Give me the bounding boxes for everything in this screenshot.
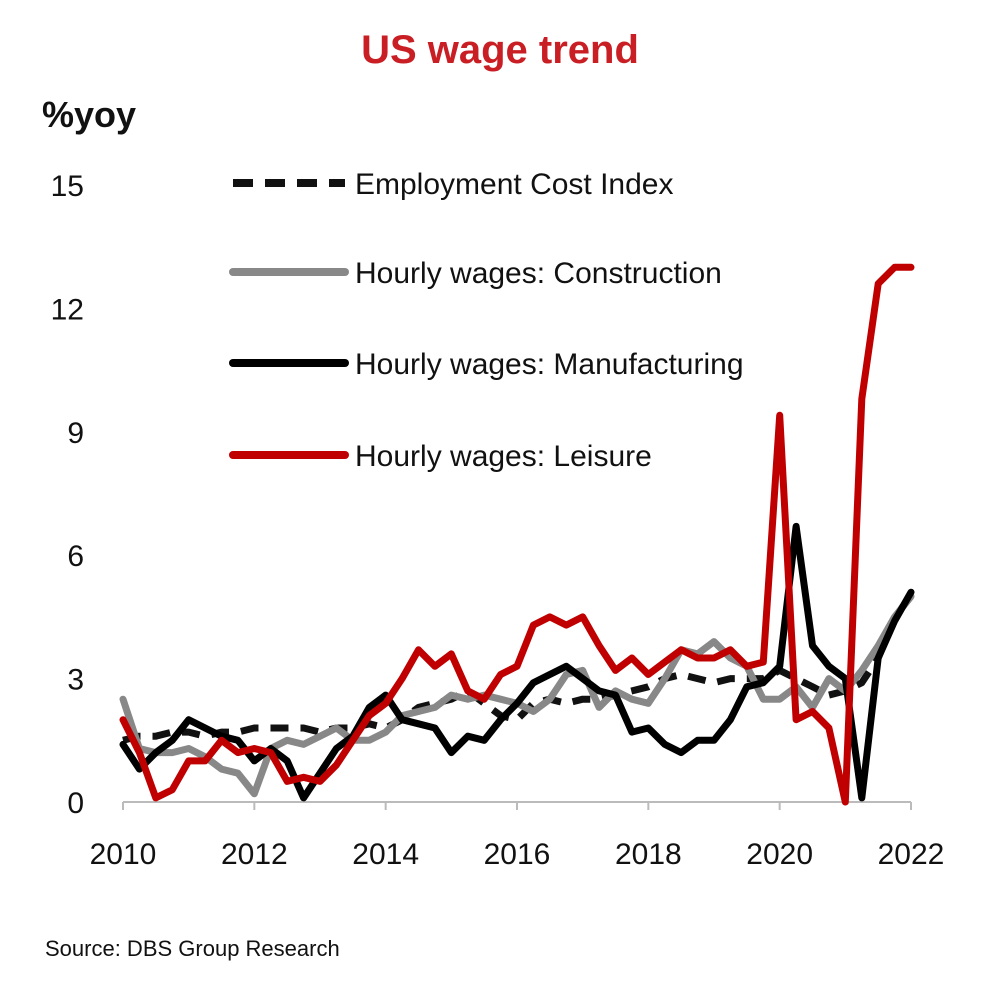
y-tick-label: 12	[51, 293, 84, 326]
chart-legend: Employment Cost Index Hourly wages: Const…	[229, 168, 744, 473]
legend-label: Hourly wages: Construction	[355, 257, 722, 290]
y-tick-label: 0	[67, 787, 84, 820]
x-tick-label: 2022	[878, 838, 945, 871]
series-line-hourly-wages-leisure	[119, 263, 915, 806]
y-axis-unit-label: %yoy	[42, 94, 137, 135]
y-tick-label: 3	[67, 664, 84, 697]
y-tick-label: 15	[51, 170, 84, 203]
chart-axes: 0 3 6 9 12 15 2010 2012 2014 2016 2018 2020 2022	[51, 170, 945, 871]
x-tick-label: 2010	[90, 838, 157, 871]
x-tick-label: 2018	[615, 838, 682, 871]
legend-label: Hourly wages: Leisure	[355, 440, 652, 473]
y-tick-label: 6	[67, 540, 84, 573]
chart-title: US wage trend	[361, 28, 639, 72]
chart-series-lines	[119, 263, 915, 806]
x-tick-label: 2020	[746, 838, 813, 871]
x-tick-label: 2016	[484, 838, 551, 871]
series-line-hourly-wages-manufacturing	[119, 522, 915, 802]
x-tick-label: 2014	[352, 838, 419, 871]
y-tick-label: 9	[67, 417, 84, 450]
x-tick-label: 2012	[221, 838, 288, 871]
legend-label: Employment Cost Index	[355, 168, 673, 201]
legend-label: Hourly wages: Manufacturing	[355, 348, 744, 381]
source-note: Source: DBS Group Research	[45, 936, 340, 961]
